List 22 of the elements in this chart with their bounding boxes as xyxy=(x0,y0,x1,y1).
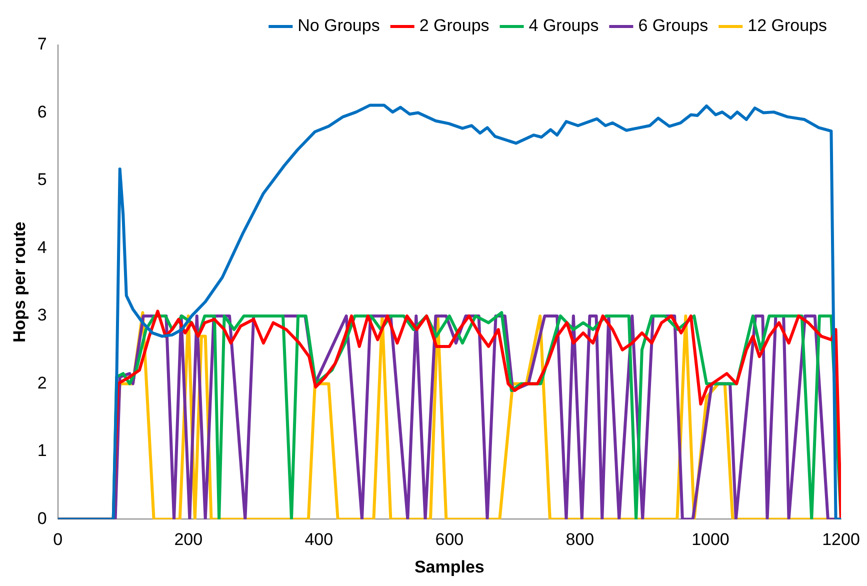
legend-label: 2 Groups xyxy=(419,16,490,36)
y-axis-title: Hops per route xyxy=(10,222,29,343)
x-tick-label: 400 xyxy=(304,530,334,550)
legend-label: 12 Groups xyxy=(748,16,828,36)
y-tick-label: 0 xyxy=(37,508,47,528)
y-tick-label: 7 xyxy=(37,34,47,54)
x-axis-title: Samples xyxy=(414,557,484,576)
x-tick-label: 1200 xyxy=(822,530,860,550)
y-tick-label: 5 xyxy=(37,170,47,190)
y-tick-label: 6 xyxy=(37,102,47,122)
y-tick-label: 4 xyxy=(37,238,47,257)
x-tick-label: 600 xyxy=(435,530,464,550)
legend-label: 4 Groups xyxy=(528,16,599,36)
y-tick-label: 3 xyxy=(37,306,47,325)
x-tick-label: 200 xyxy=(174,530,203,550)
x-tick-label: 800 xyxy=(566,530,594,550)
legend-label: No Groups xyxy=(298,16,380,36)
x-tick-label: 1000 xyxy=(692,530,730,550)
x-tick-label: 0 xyxy=(53,530,63,550)
y-tick-label: 2 xyxy=(37,373,47,392)
legend-label: 6 Groups xyxy=(638,16,708,36)
y-tick-label: 1 xyxy=(37,441,47,460)
